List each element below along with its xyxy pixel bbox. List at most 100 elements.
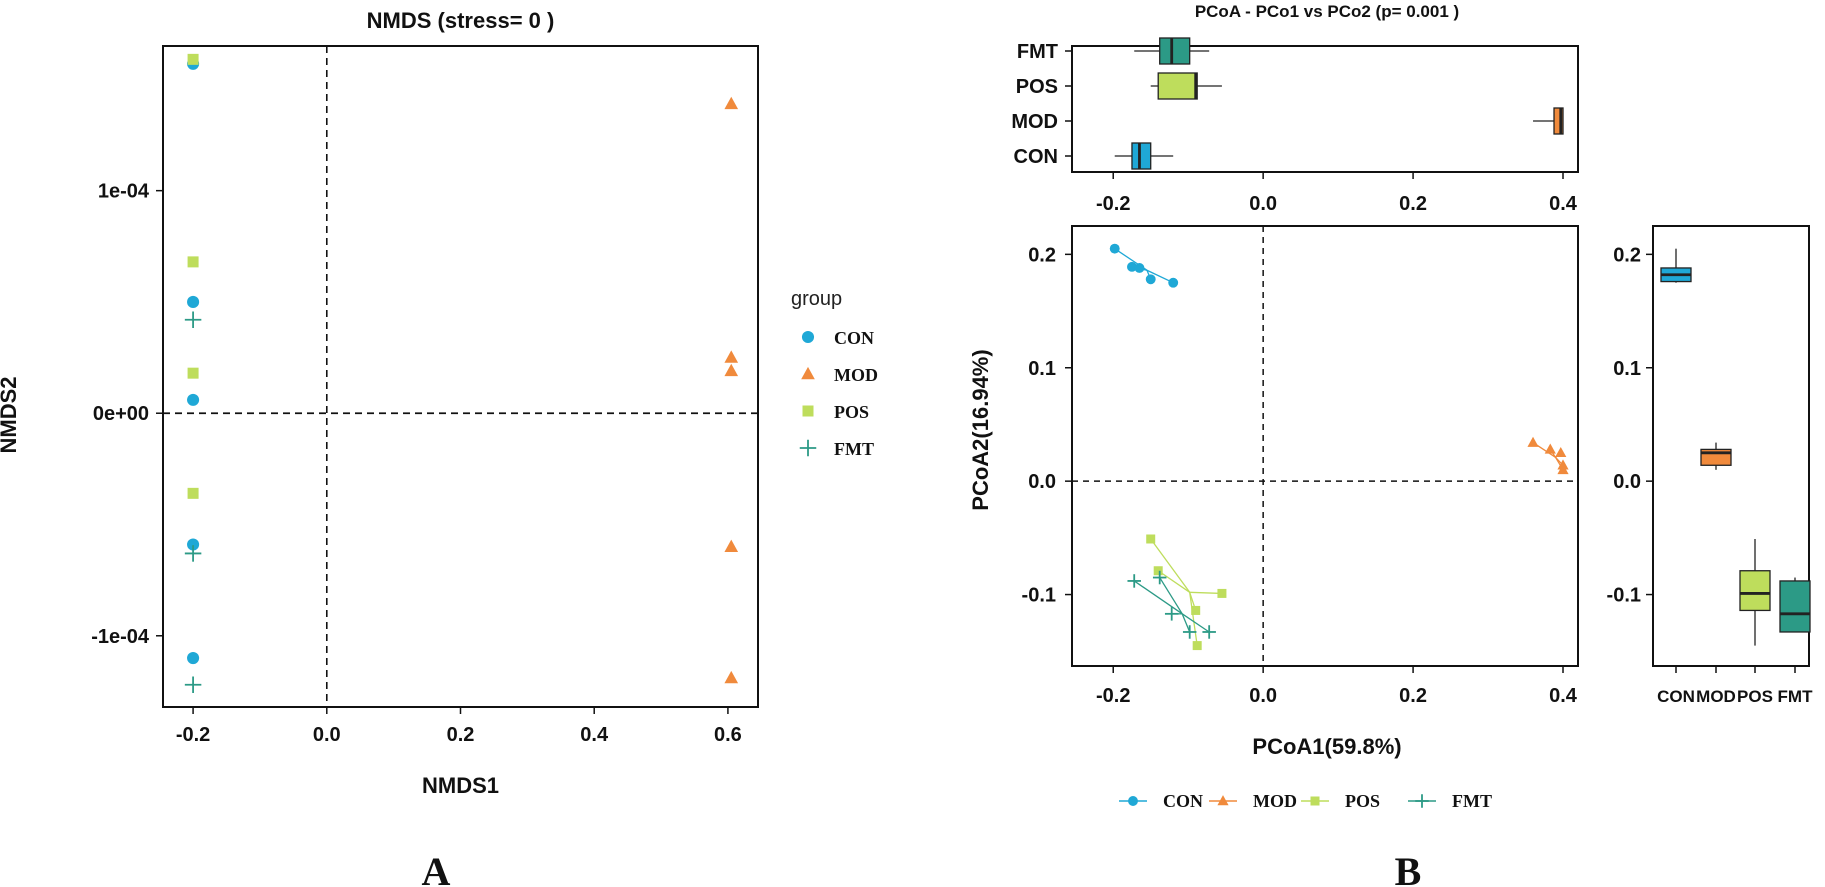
point-con	[1168, 277, 1179, 288]
point-pos	[187, 367, 199, 379]
plot-frame	[162, 45, 759, 708]
point-pos	[187, 53, 199, 65]
spider-line	[1181, 613, 1191, 633]
point-fmt	[184, 676, 202, 693]
point-fmt	[1182, 625, 1197, 639]
box-body	[1131, 142, 1152, 170]
box-fmt	[1779, 577, 1811, 633]
pco2-boxplot: -0.1 0.0 0.1 0.2 CON MOD POS FMT	[1607, 225, 1814, 706]
legend-label: CON	[1163, 791, 1203, 811]
spider-line	[1150, 538, 1191, 593]
box-con	[1114, 142, 1174, 170]
legend: CON MOD POS FMT	[1119, 791, 1492, 811]
legend-key-pos	[802, 405, 814, 417]
series-fmt	[184, 311, 202, 693]
y-tick-label: -0.1	[1022, 585, 1056, 607]
legend-label: POS	[834, 402, 869, 422]
x-tick-label: CON	[1657, 687, 1695, 706]
plot-frame	[1652, 225, 1810, 667]
point-mod	[1544, 443, 1556, 454]
y-tick-label: 1e-04	[98, 181, 150, 203]
spider-line	[1189, 592, 1198, 646]
point-pos	[1153, 566, 1163, 576]
chart-title: NMDS (stress= 0 )	[367, 8, 555, 33]
y-tick-label: MOD	[1011, 111, 1058, 133]
legend-label: FMT	[1452, 791, 1492, 811]
y-axis-label: NMDS2	[0, 376, 21, 453]
nmds-chart: NMDS (stress= 0 ) -0.2 0.0 0.2 0.4 0.6 -1e-04 0…	[0, 8, 878, 798]
x-tick-label: 0.0	[1249, 685, 1277, 707]
point-mod	[724, 539, 739, 552]
panel-label-a: A	[422, 849, 451, 887]
series-fmt	[1127, 570, 1216, 639]
x-tick-label: -0.2	[1096, 685, 1130, 707]
point-pos	[1191, 605, 1201, 615]
legend-key-fmt	[1415, 794, 1429, 808]
box-mod	[1533, 107, 1564, 135]
x-axis-label: NMDS1	[422, 773, 499, 798]
box-body	[1157, 72, 1198, 100]
point-fmt	[1127, 574, 1141, 588]
point-pos	[187, 487, 199, 499]
x-tick-label: -0.2	[176, 724, 210, 746]
panel-label-b: B	[1395, 849, 1422, 887]
x-tick-label: 0.4	[580, 724, 609, 746]
series-mod	[724, 96, 739, 684]
point-con	[1127, 261, 1137, 272]
y-tick-label: 0.1	[1613, 358, 1641, 380]
spider-line	[1189, 591, 1222, 595]
legend-key-fmt	[799, 439, 817, 457]
x-tick-label: 0.4	[1549, 685, 1578, 707]
x-tick-label: MOD	[1696, 687, 1736, 706]
y-tick-label: POS	[1016, 76, 1058, 98]
box-con	[1660, 248, 1692, 283]
y-tick-label: 0.0	[1613, 471, 1641, 493]
x-tick-label: FMT	[1778, 687, 1814, 706]
point-mod	[724, 350, 739, 363]
chart-title: PCoA - PCo1 vs PCo2 (p= 0.001 )	[1195, 2, 1459, 21]
y-axis-label: PCoA2(16.94%)	[968, 349, 993, 510]
point-mod	[1557, 463, 1569, 475]
spider-line	[1157, 570, 1191, 593]
x-tick-label: 0.2	[1399, 193, 1427, 215]
legend-key-mod	[1217, 795, 1229, 806]
point-con	[187, 295, 200, 308]
x-tick-label: 0.2	[447, 724, 475, 746]
box-body	[1739, 570, 1771, 612]
point-pos	[1192, 641, 1202, 651]
spider-line	[1133, 580, 1183, 615]
plot-frame	[1071, 45, 1579, 173]
legend: group CON MOD POS FMT	[791, 288, 878, 459]
y-tick-label: 0e+00	[93, 403, 149, 425]
legend-label: MOD	[834, 365, 878, 385]
y-tick-label: CON	[1014, 146, 1058, 168]
point-con	[1109, 243, 1120, 254]
y-tick-label: 0.2	[1613, 244, 1641, 266]
point-pos	[1146, 534, 1156, 544]
x-tick-label: 0.2	[1399, 685, 1427, 707]
point-con	[187, 538, 200, 551]
point-con	[1145, 274, 1156, 285]
point-fmt	[184, 545, 202, 562]
legend-key-mod	[801, 366, 815, 380]
legend-key-con	[801, 330, 815, 344]
box-fmt	[1134, 37, 1210, 65]
point-fmt	[184, 311, 202, 328]
pco1-boxplot: PCoA - PCo1 vs PCo2 (p= 0.001 ) -0.2 0.0 0.…	[1011, 2, 1579, 215]
y-tick-label: 0.0	[1028, 471, 1056, 493]
point-mod	[724, 670, 739, 684]
box-body	[1779, 580, 1811, 633]
box-pos	[1739, 538, 1771, 646]
box-body	[1159, 37, 1191, 65]
legend-label: MOD	[1253, 791, 1297, 811]
legend-key-pos	[1310, 796, 1320, 806]
series-pos	[187, 53, 199, 499]
point-pos	[187, 256, 199, 268]
plot-frame	[1071, 225, 1579, 667]
point-con	[187, 393, 200, 406]
spider-line	[1159, 577, 1183, 615]
legend-label: FMT	[834, 439, 874, 459]
spider-line	[1181, 613, 1210, 633]
point-fmt	[1202, 625, 1216, 639]
series-mod	[1527, 436, 1569, 475]
